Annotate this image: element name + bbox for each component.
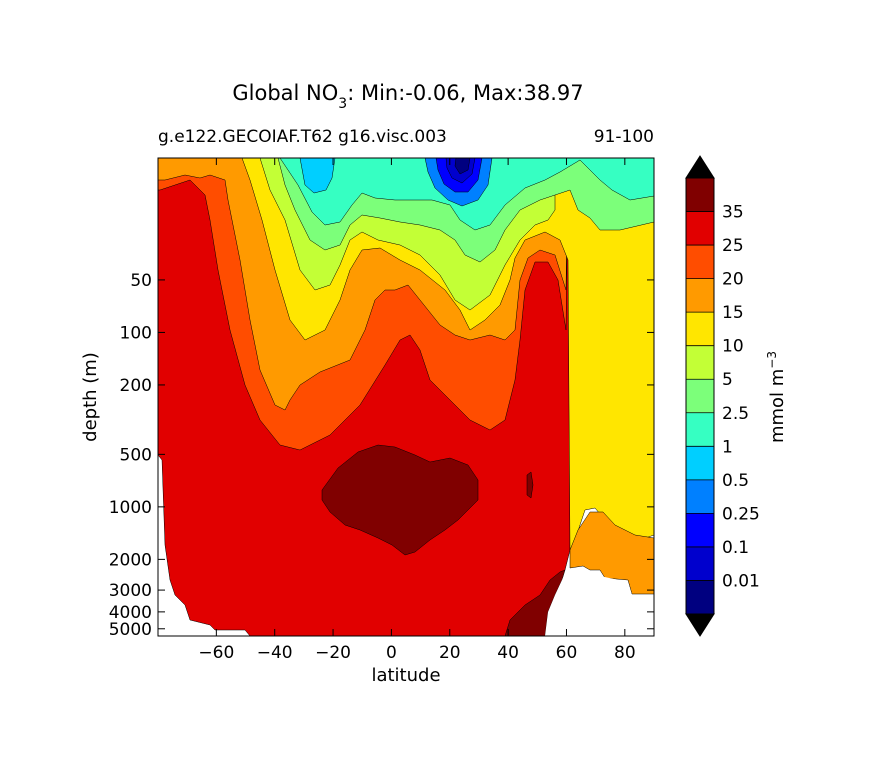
x-axis-label: latitude	[371, 665, 440, 686]
x-axis: −60 −40 −20 0 20 40 60 80	[198, 158, 636, 663]
y-tick-label: 1000	[109, 498, 152, 518]
x-tick-label: 20	[439, 643, 461, 663]
chart-title: Global NO3: Min:-0.06, Max:38.97	[232, 81, 583, 112]
colorbar-arrow-top	[686, 156, 714, 178]
x-tick-label: −60	[198, 643, 234, 663]
y-tick-label: 100	[120, 323, 152, 343]
colorbar-segment	[686, 513, 714, 547]
land-mask-north	[545, 568, 654, 636]
colorbar-tick-label: 0.1	[722, 538, 749, 558]
colorbar-segment	[686, 379, 714, 413]
colorbar-segment	[686, 178, 714, 212]
x-tick-label: −20	[315, 643, 351, 663]
colorbar-tick-label: 25	[722, 236, 744, 256]
contour-band-above-35-blob	[526, 471, 534, 499]
colorbar-segment	[686, 345, 714, 380]
y-tick-label: 3000	[109, 581, 152, 601]
colorbar-segment	[686, 546, 714, 581]
colorbar-tick-label: 15	[722, 303, 744, 323]
colorbar-segment	[686, 278, 714, 313]
colorbar-label: mmol m−3	[765, 351, 788, 443]
colorbar-segment	[686, 312, 714, 346]
colorbar-segment	[686, 412, 714, 447]
x-tick-label: 60	[556, 643, 578, 663]
contour-band-0.5-1	[299, 158, 336, 194]
chart-subtitle-right: 91-100	[594, 127, 654, 147]
colorbar-segment	[686, 580, 714, 614]
colorbar-tick-label: 0.5	[722, 471, 749, 491]
colorbar-segment	[686, 479, 714, 514]
y-tick-label: 500	[120, 445, 152, 465]
plot-frame	[157, 157, 655, 637]
contour-band-above-35	[321, 444, 479, 556]
colorbar-tick-label: 1	[722, 437, 733, 457]
colorbar-tick-label: 10	[722, 337, 744, 357]
colorbar-segment	[686, 446, 714, 480]
x-tick-label: 80	[614, 643, 636, 663]
colorbar: 0.01 0.1 0.25 0.5 1 2.5 5 10 15 20 25 35	[685, 155, 760, 637]
colorbar-segment	[686, 245, 714, 279]
colorbar-tick-label: 5	[722, 370, 733, 390]
colorbar-tick-label: 35	[722, 203, 744, 223]
y-tick-label: 200	[120, 376, 152, 396]
y-tick-label: 2000	[109, 550, 152, 570]
contour-band-15-20-arctic	[569, 511, 654, 595]
colorbar-arrow-bottom	[686, 614, 714, 636]
colorbar-tick-label: 0.01	[722, 571, 760, 591]
x-tick-label: 0	[386, 643, 397, 663]
y-tick-label: 50	[130, 271, 152, 291]
y-tick-label: 5000	[109, 620, 152, 640]
colorbar-segment	[686, 211, 714, 246]
chart-subtitle-left: g.e122.GECOIAF.T62 g16.visc.003	[158, 127, 447, 147]
y-tick-label: 4000	[109, 603, 152, 623]
contour-band-below-0.01	[454, 158, 471, 175]
x-tick-label: 40	[497, 643, 519, 663]
colorbar-tick-label: 2.5	[722, 404, 749, 424]
y-axis-label: depth (m)	[80, 352, 101, 442]
contour-field	[158, 158, 654, 636]
colorbar-tick-label: 20	[722, 270, 744, 290]
colorbar-tick-label: 0.25	[722, 504, 760, 524]
x-tick-label: −40	[257, 643, 293, 663]
